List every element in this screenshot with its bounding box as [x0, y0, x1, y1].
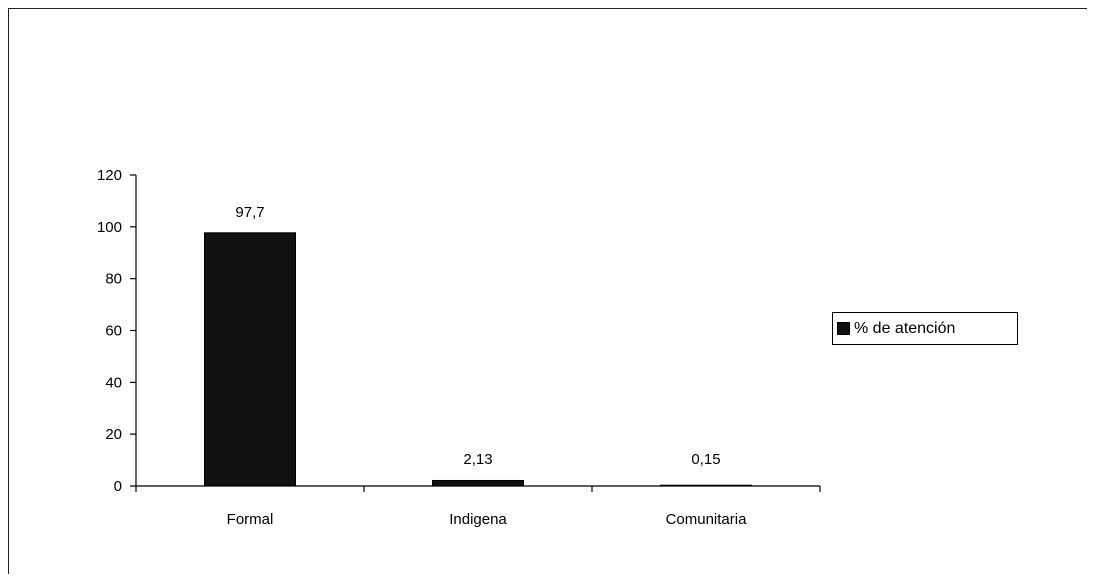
legend-swatch: [837, 322, 850, 335]
chart-frame: [8, 8, 1087, 574]
data-labels: 97,7 2,13 0,15: [235, 204, 720, 468]
y-tick-label: 100: [97, 219, 122, 236]
data-label: 97,7: [235, 204, 264, 221]
y-tick-label: 80: [105, 271, 122, 288]
y-tick-label: 20: [105, 426, 122, 443]
x-axis: Formal Indigena Comunitaria: [135, 485, 821, 528]
x-tick-label: Indigena: [449, 511, 507, 528]
bar-comunitaria: [660, 484, 752, 487]
y-tick-label: 60: [105, 323, 122, 340]
y-tick-label: 0: [114, 478, 122, 495]
bars: [204, 232, 752, 487]
y-axis: 0 20 40 60 80 100 120: [97, 167, 137, 495]
legend-label: % de atención: [854, 319, 956, 337]
y-tick-label: 40: [105, 374, 122, 391]
data-label: 2,13: [463, 451, 492, 468]
x-tick-label: Comunitaria: [666, 511, 748, 528]
y-tick-label: 120: [97, 167, 122, 184]
bar-indigena: [432, 479, 524, 487]
bar-formal: [204, 232, 296, 487]
data-label: 0,15: [691, 451, 720, 468]
x-tick-label: Formal: [227, 511, 274, 528]
legend: % de atención: [832, 312, 1018, 345]
